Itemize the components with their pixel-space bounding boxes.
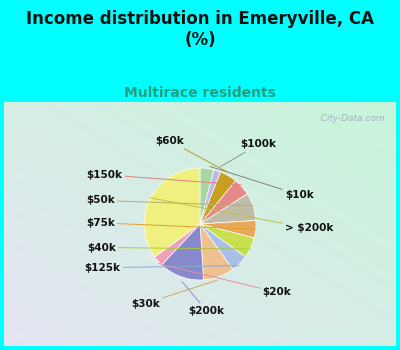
Wedge shape — [200, 194, 256, 224]
Text: $40k: $40k — [87, 243, 250, 252]
Text: $100k: $100k — [220, 140, 276, 167]
Text: $75k: $75k — [86, 218, 256, 229]
Text: Multirace residents: Multirace residents — [124, 86, 276, 100]
Wedge shape — [200, 220, 256, 238]
Wedge shape — [200, 224, 245, 269]
Wedge shape — [200, 168, 214, 224]
Wedge shape — [155, 224, 200, 265]
Text: $10k: $10k — [210, 167, 314, 200]
Text: $20k: $20k — [158, 264, 292, 297]
Text: Income distribution in Emeryville, CA
(%): Income distribution in Emeryville, CA (%… — [26, 10, 374, 49]
Wedge shape — [200, 181, 247, 224]
Text: $50k: $50k — [86, 196, 253, 206]
Text: $125k: $125k — [84, 263, 239, 273]
Text: > $200k: > $200k — [150, 198, 334, 233]
Wedge shape — [200, 224, 233, 280]
Text: $60k: $60k — [156, 136, 228, 172]
Text: $150k: $150k — [87, 170, 241, 185]
Wedge shape — [200, 172, 236, 224]
Text: City-Data.com: City-Data.com — [312, 114, 384, 123]
Text: $30k: $30k — [131, 280, 217, 308]
Wedge shape — [144, 168, 200, 257]
Wedge shape — [162, 224, 204, 280]
Wedge shape — [200, 170, 221, 224]
Text: $200k: $200k — [182, 281, 225, 316]
Wedge shape — [200, 224, 254, 257]
